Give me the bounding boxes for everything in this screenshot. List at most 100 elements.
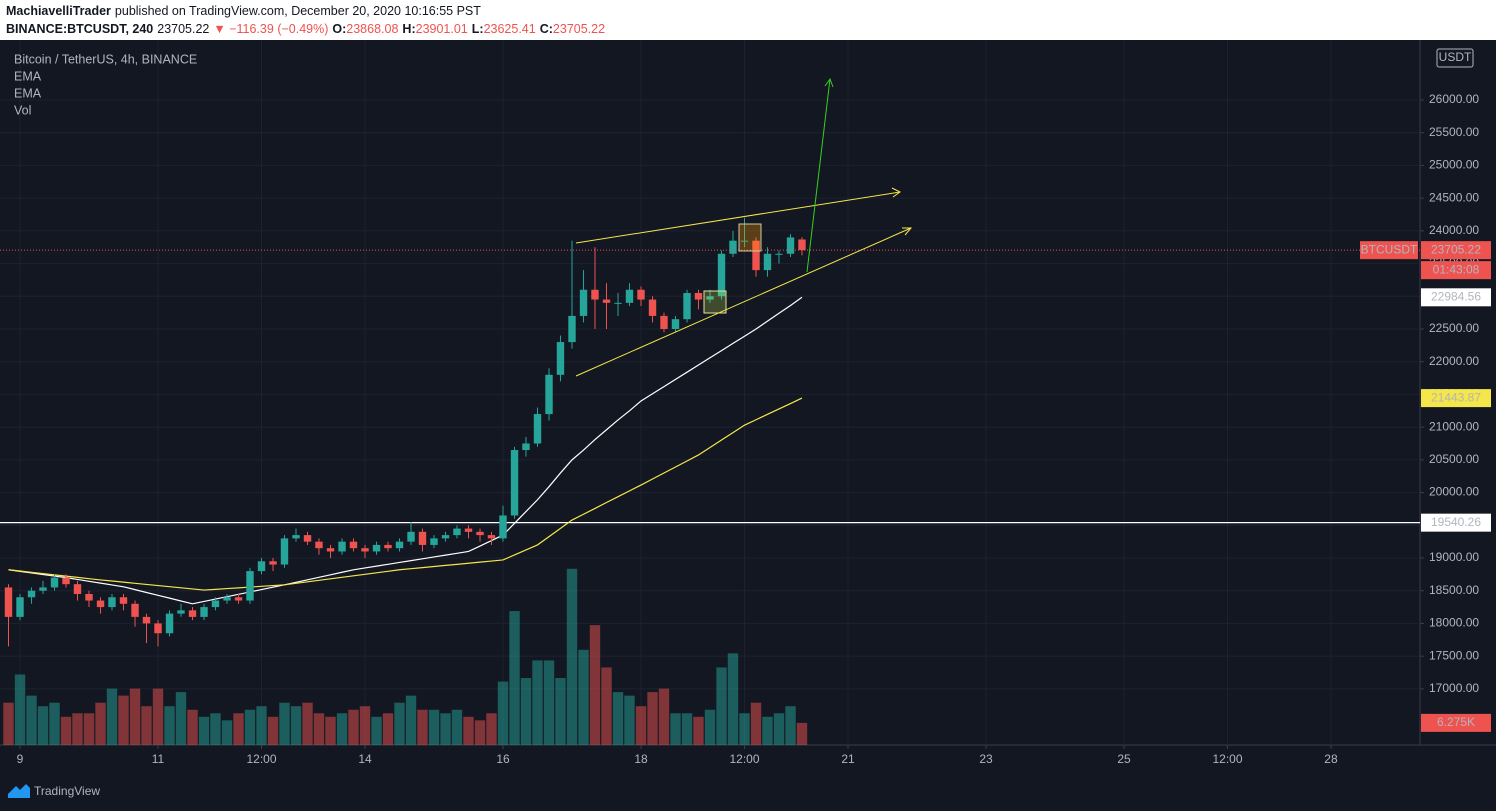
open-value: 23868.08 [346,22,398,36]
y-tick-label: 24500.00 [1429,190,1479,204]
symbol-label: BTCUSDT [1361,242,1418,256]
y-tick-label: 17500.00 [1429,648,1479,662]
header-line-1: MachiavelliTrader published on TradingVie… [6,4,481,18]
volume-bar [601,667,612,745]
ema-value-label-box [1421,288,1491,307]
candle-body [441,535,450,539]
candle-body [384,544,392,549]
level-label-box [1421,513,1491,532]
y-tick-label: 17000.00 [1429,681,1479,695]
candle-body [533,414,542,444]
last-price-label-box [1421,241,1491,260]
volume-bar [785,706,796,745]
close-value: 23705.22 [553,22,605,36]
candle-body [786,237,795,254]
drawings [575,77,913,377]
volume-bar [405,695,417,745]
candle-body [16,597,24,617]
candle-body [591,289,599,300]
volume-bar [762,716,773,745]
candle-body [188,610,197,617]
plot: 17000.00 17500.00 18000.00 18500.00 19000.00… [0,40,1496,766]
candle-body [545,374,553,415]
candle-body [349,541,358,549]
candle-body [269,561,277,565]
volume-bar [267,716,279,745]
x-tick-label: 23 [979,752,993,766]
candle-body [27,590,36,598]
candle-body [798,239,806,251]
volume-bar [635,706,647,745]
volume-bar [417,709,428,745]
candle-body [395,541,404,549]
candle-body [315,541,323,549]
candle-body [614,302,622,304]
candle-body [303,535,312,542]
candle-body [453,528,461,536]
volume-bar [129,688,141,745]
volume-bar [37,706,49,745]
candle-body [234,597,243,601]
y-tick-label: 21000.00 [1429,419,1479,433]
volume-bar [647,692,658,745]
ema-value-label-box [1421,389,1491,408]
candle-body [200,607,208,617]
volume-bar [486,713,497,745]
countdown-label-box [1421,261,1491,280]
volume-bar [624,695,635,745]
candle-body [177,610,185,614]
volume-bar [26,695,37,745]
candle-body [660,315,668,330]
volume-bar [336,713,348,745]
y-tick-label: 20500.00 [1429,452,1479,466]
volume-bar [3,702,14,745]
arrow-head [891,187,901,198]
arrow-head [902,227,913,236]
candle-body [85,593,93,601]
candle-body [683,293,691,320]
legend-entry: Vol [14,103,31,117]
last-price: 23705.22 [157,22,209,36]
volume-bar [394,702,405,745]
highlight-box [703,290,727,314]
volume-bar [371,716,382,745]
candle-body [499,515,507,539]
volume-bar [773,713,785,745]
ohlc-label: L: [472,22,484,36]
change: ▼ −116.39 (−0.49%) [213,22,328,36]
ema-line [8,397,803,591]
volume-bar [796,722,808,745]
candle-body [510,450,519,516]
volume-bar [302,702,313,745]
volume-bar [118,695,129,745]
volume-bar [95,702,106,745]
x-tick-label: 9 [17,752,24,766]
candle-body [602,299,611,303]
volume-bar [187,709,198,745]
candle-body [142,616,151,624]
volume-bar [72,713,83,745]
volume-bar [727,653,739,745]
header-line-2: BINANCE:BTCUSDT, 240 23705.22 ▼ −116.39 (−… [6,22,605,36]
footer-brand: TradingView [34,784,100,798]
candle-body [338,541,346,552]
candle-body [430,538,438,545]
trend-line [575,191,901,244]
candle-body [96,600,105,608]
volume-label: 6.275K [1437,715,1475,729]
candle-body [579,289,588,316]
candle-body [706,296,714,300]
x-tick-label: 25 [1117,752,1131,766]
candle-body [752,240,760,271]
volume-bar [693,716,704,745]
candle-body [418,531,427,545]
candle-body [775,253,783,255]
volume-bar [589,625,601,745]
candle-body [522,443,530,451]
symbol: BINANCE:BTCUSDT, 240 [6,22,153,36]
volume-bar [244,709,256,745]
candle-body [280,538,289,565]
volume-bar [463,716,474,745]
